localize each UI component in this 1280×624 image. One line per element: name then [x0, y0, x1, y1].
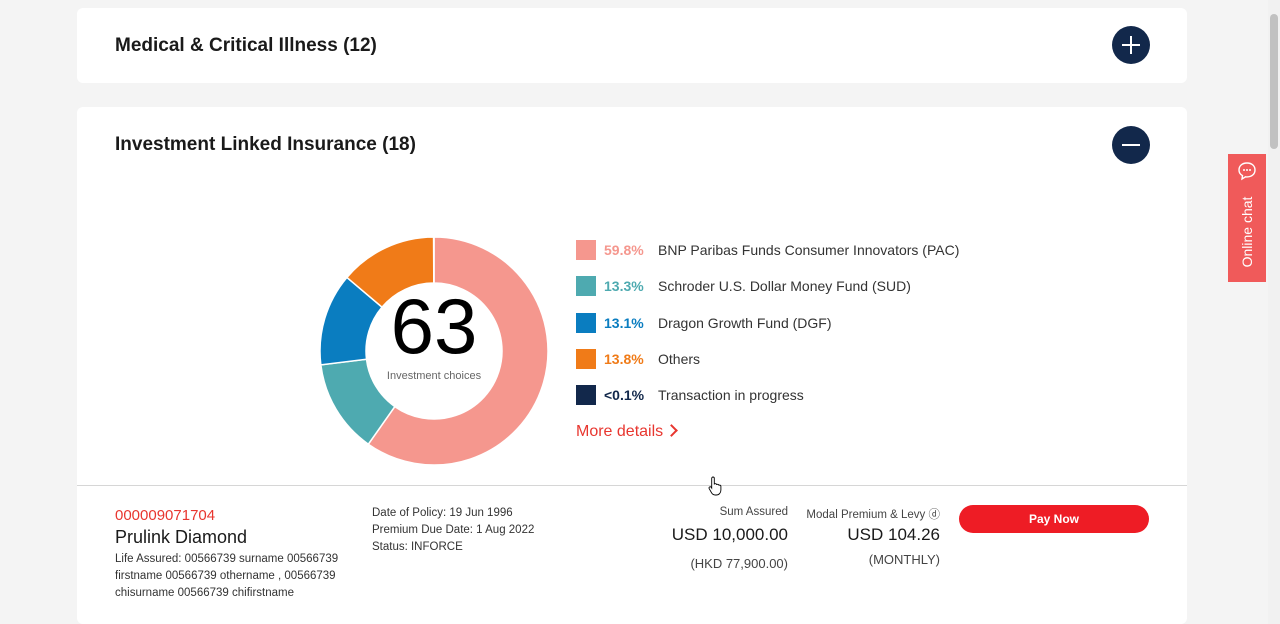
legend-item: 13.8% Others — [576, 348, 996, 369]
collapse-investment-button[interactable] — [1112, 126, 1150, 164]
section-investment-linked-insurance: Investment Linked Insurance (18) 63 Inve… — [77, 107, 1187, 624]
legend-percentage: 59.8% — [604, 242, 644, 258]
page-scrollbar[interactable] — [1268, 0, 1280, 624]
sum-assured-label: Sum Assured — [719, 506, 788, 518]
modal-premium-value: USD 104.26 — [847, 525, 940, 544]
legend-item: 13.1% Dragon Growth Fund (DGF) — [576, 312, 996, 333]
hand-cursor-icon — [708, 476, 722, 496]
legend-fund-name: Dragon Growth Fund (DGF) — [658, 314, 832, 331]
legend-fund-name: Schroder U.S. Dollar Money Fund (SUD) — [658, 278, 911, 295]
legend-swatch — [576, 276, 596, 297]
chat-bubble-icon — [1238, 162, 1256, 181]
policy-number-link[interactable]: 000009071704 — [115, 507, 216, 524]
allocation-donut-chart: 63 Investment choices — [319, 236, 549, 466]
expand-medical-button[interactable] — [1112, 26, 1150, 64]
legend-swatch — [576, 385, 596, 406]
modal-premium-label: Modal Premium & Levy ⓓ — [806, 509, 940, 521]
legend-percentage: 13.3% — [604, 278, 644, 295]
legend-fund-name: Transaction in progress — [658, 387, 804, 404]
policy-status: Status: INFORCE — [372, 541, 463, 553]
investment-choices-label: Investment choices — [386, 370, 482, 382]
policy-meta: Date of Policy: 19 Jun 1996 Premium Due … — [372, 505, 534, 556]
legend-item: 59.8% BNP Paribas Funds Consumer Innovato… — [576, 240, 996, 260]
donut-svg — [319, 236, 549, 466]
scrollbar-thumb[interactable] — [1270, 14, 1278, 149]
more-details-label: More details — [576, 423, 664, 440]
premium-frequency: (MONTHLY) — [868, 552, 940, 567]
investment-choices-count: 63 — [390, 282, 478, 370]
online-chat-label: Online chat — [1239, 196, 1255, 268]
divider — [77, 485, 1187, 486]
legend-percentage: 13.8% — [604, 350, 644, 367]
legend-fund-name: Others — [658, 350, 701, 367]
more-details-link[interactable]: More details — [576, 423, 679, 441]
section-medical-critical-illness: Medical & Critical Illness (12) — [77, 8, 1187, 83]
donut-slice — [367, 236, 549, 466]
legend-swatch — [576, 312, 596, 333]
online-chat-button[interactable]: Online chat — [1228, 154, 1266, 282]
legend-percentage: <0.1% — [604, 387, 645, 404]
chevron-right-icon — [665, 424, 679, 437]
premium-due-date: Premium Due Date: 1 Aug 2022 — [372, 524, 535, 536]
legend-swatch — [576, 348, 596, 369]
legend-swatch — [576, 240, 596, 260]
date-of-policy: Date of Policy: 19 Jun 1996 — [372, 507, 513, 519]
sum-assured-hkd: (HKD 77,900.00) — [690, 556, 788, 571]
donut-center: 63 Investment choices — [319, 236, 549, 466]
legend-item: 13.3% Schroder U.S. Dollar Money Fund (SU… — [576, 276, 996, 297]
legend-percentage: 13.1% — [604, 314, 644, 331]
section-title-investment: Investment Linked Insurance (18) — [115, 134, 416, 155]
legend-item: <0.1% Transaction in progress — [576, 385, 996, 406]
sum-assured-value: USD 10,000.00 — [671, 525, 788, 544]
pay-now-button[interactable]: Pay Now — [959, 505, 1149, 533]
legend-fund-name: BNP Paribas Funds Consumer Innovators (P… — [658, 242, 960, 258]
section-title-medical: Medical & Critical Illness (12) — [115, 35, 377, 56]
product-name: Prulink Diamond — [115, 527, 248, 547]
life-assured-text: Life Assured: 00566739 surname 00566739 … — [115, 553, 339, 599]
